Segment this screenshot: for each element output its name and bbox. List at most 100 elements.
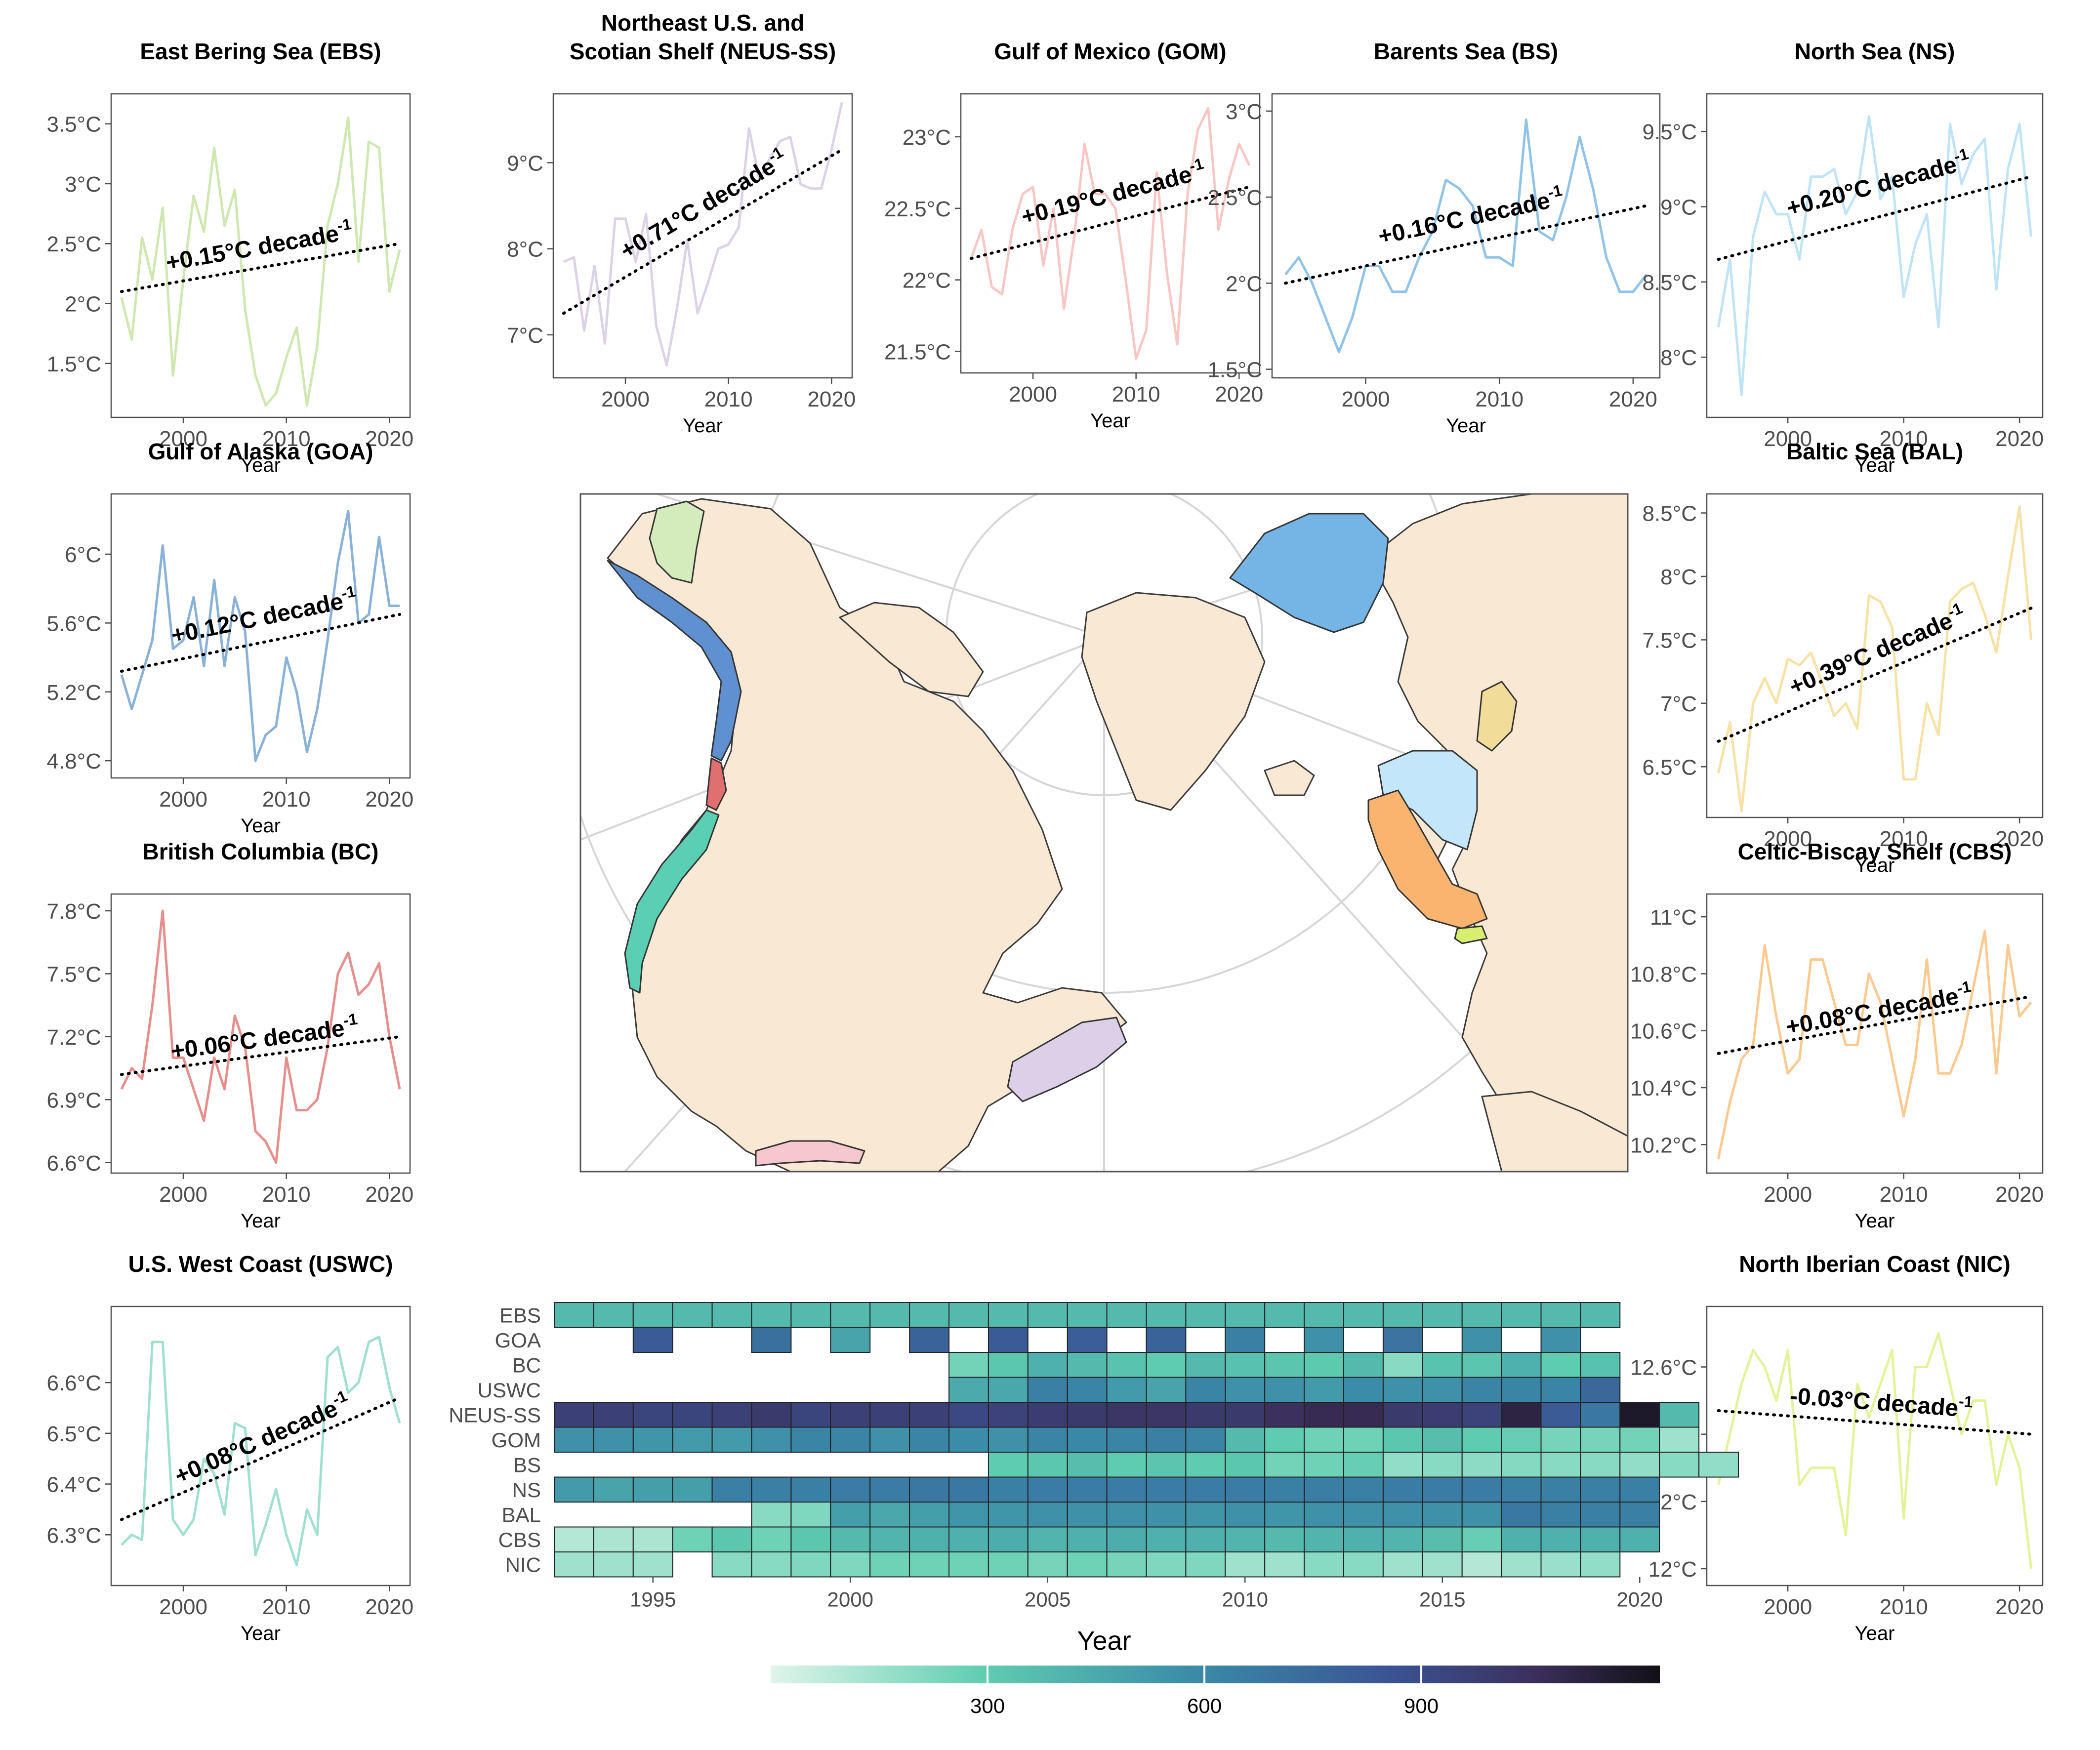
trend-label-exponent: -1 — [340, 582, 357, 603]
heatmap-cell — [830, 1502, 871, 1528]
region-bal — [1476, 681, 1518, 752]
y-tick-label: 7.2°C — [46, 1025, 101, 1050]
heatmap-cell — [830, 1402, 871, 1428]
y-tick-label: 8°C — [1660, 565, 1697, 589]
heatmap-cell — [1264, 1377, 1305, 1403]
heatmap-cell — [632, 1402, 673, 1428]
x-tick-label: 2000 — [1009, 382, 1057, 407]
y-tick-label: 2°C — [65, 292, 101, 317]
heatmap-cell — [1304, 1352, 1345, 1378]
y-tick-label: 3°C — [65, 172, 101, 197]
heatmap-cell — [1106, 1502, 1147, 1528]
x-tick-label: 2010 — [1880, 1595, 1928, 1619]
heatmap-cell — [1067, 1551, 1108, 1578]
heatmap-cell — [1540, 1452, 1581, 1478]
trend-label-exponent: -1 — [1958, 1392, 1974, 1411]
legend-colorbar — [771, 1666, 1660, 1683]
region-nic — [1454, 925, 1488, 944]
heatmap-cell — [1382, 1352, 1423, 1378]
heatmap-cell — [1343, 1377, 1384, 1403]
y-tick-label: 6.6°C — [46, 1151, 101, 1176]
series-line-cbs — [1717, 930, 2032, 1159]
series-line-bal — [1717, 505, 2033, 813]
region-ebs — [649, 500, 705, 584]
heatmap-cell — [632, 1302, 673, 1328]
heatmap-cell — [1461, 1402, 1502, 1428]
heatmap-cell — [1185, 1476, 1226, 1503]
legend-tick-label: 600 — [1187, 1694, 1222, 1717]
heatmap-cell — [1382, 1402, 1423, 1428]
trend-line — [969, 185, 1251, 260]
heatmap-cell — [1422, 1426, 1463, 1453]
heatmap-cell — [632, 1426, 673, 1453]
heatmap-cell — [1501, 1426, 1542, 1453]
y-tick-label: 6.5°C — [1642, 755, 1697, 779]
heatmap-cell — [1067, 1327, 1108, 1353]
heatmap-cell — [1067, 1476, 1108, 1503]
x-tick-label: 2020 — [807, 387, 856, 411]
heatmap-cell — [948, 1302, 989, 1328]
x-axis-title: Year — [1090, 410, 1130, 432]
heatmap-cell — [1382, 1502, 1423, 1528]
heatmap-cell — [1540, 1426, 1581, 1453]
heatmap-x-axis-title: Year — [1077, 1626, 1131, 1656]
plot-frame — [110, 893, 411, 1174]
x-axis-title: Year — [241, 1623, 281, 1644]
heatmap-cell — [948, 1352, 989, 1378]
heatmap-cell — [948, 1426, 989, 1453]
heatmap-cell — [1540, 1502, 1581, 1528]
heatmap-cell — [869, 1526, 910, 1552]
heatmap-cell — [869, 1502, 910, 1528]
y-tick-label: 8.5°C — [1642, 271, 1697, 295]
heatmap-cell — [1540, 1352, 1581, 1378]
heatmap-cell — [1580, 1352, 1621, 1378]
heatmap-cell — [554, 1476, 594, 1503]
heatmap-cell — [1106, 1352, 1147, 1378]
heatmap-cell — [830, 1476, 871, 1503]
heatmap-cell — [1264, 1476, 1305, 1503]
heatmap-row-label-bc: BC — [512, 1353, 541, 1377]
legend-tick-label: 900 — [1404, 1694, 1439, 1717]
legend-tick-label: 300 — [970, 1694, 1005, 1717]
trend-line — [1717, 995, 2033, 1055]
y-tick-label: 5.2°C — [46, 681, 101, 705]
panel-ns: North Sea (NS) 8°C 8.5°C 9°C 9.5°C 2000 2010 20… — [1642, 39, 2044, 476]
heatmap-cell — [1027, 1302, 1068, 1328]
heatmap-cell — [1304, 1476, 1345, 1503]
heatmap-cell — [1067, 1377, 1108, 1403]
heatmap-cell — [1382, 1551, 1423, 1578]
trend-label-exponent: -1 — [342, 1010, 359, 1029]
heatmap-cell — [1343, 1302, 1384, 1328]
trend-line — [1284, 204, 1648, 285]
heatmap-cell — [1501, 1452, 1542, 1478]
heatmap-cell — [1027, 1402, 1068, 1428]
x-tick-label: 2010 — [1880, 827, 1928, 851]
heatmap-cell — [672, 1402, 713, 1428]
heatmap-cell — [751, 1526, 792, 1552]
heatmap-cell — [988, 1526, 1029, 1552]
heatmap-cell — [1501, 1526, 1542, 1552]
heatmap-cell — [1304, 1402, 1345, 1428]
y-tick-label: 2.5°C — [46, 232, 101, 256]
heatmap-cell — [1067, 1302, 1108, 1328]
heatmap-cell — [988, 1377, 1029, 1403]
y-tick-label: 12.6°C — [1630, 1356, 1697, 1380]
x-tick-label: 2000 — [1764, 427, 1812, 451]
heatmap-cell — [1422, 1551, 1463, 1578]
heatmap-cell — [1422, 1302, 1463, 1328]
heatmap-cell — [909, 1302, 949, 1328]
heatmap-cell — [1501, 1551, 1542, 1578]
y-tick-label: 8.5°C — [1642, 502, 1697, 526]
heatmap-cell — [1461, 1502, 1502, 1528]
heatmap-cells — [554, 1302, 1739, 1578]
panel-title: U.S. West Coast (USWC) — [128, 1251, 393, 1277]
heatmap-cell — [1659, 1452, 1700, 1478]
plot-frame — [960, 93, 1261, 374]
heatmap-cell — [1106, 1377, 1147, 1403]
heatmap-cell — [1225, 1551, 1266, 1578]
x-tick-label: 2020 — [1995, 427, 2044, 451]
heatmap-cell — [1580, 1502, 1621, 1528]
heatmap-cell — [751, 1476, 792, 1503]
x-tick-label: 2000 — [159, 1182, 207, 1207]
